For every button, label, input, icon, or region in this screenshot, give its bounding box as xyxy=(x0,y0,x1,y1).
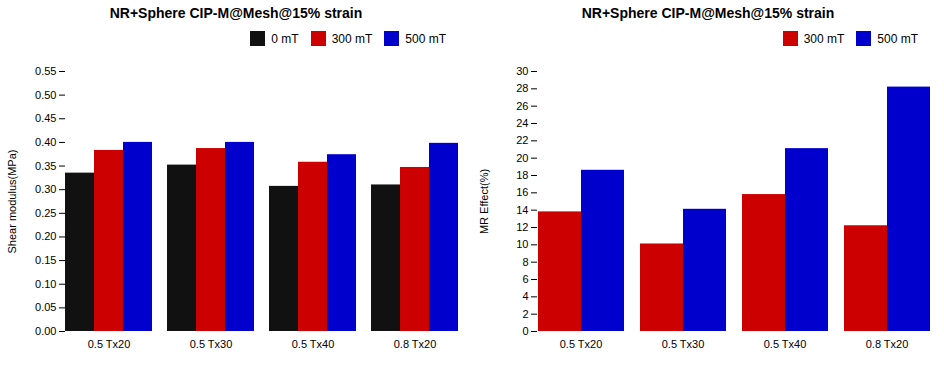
svg-text:10: 10 xyxy=(516,238,528,250)
svg-text:20: 20 xyxy=(516,152,528,164)
svg-text:0.30: 0.30 xyxy=(35,183,56,195)
svg-text:0.5 Tx20: 0.5 Tx20 xyxy=(560,338,603,350)
svg-text:0.8 Tx20: 0.8 Tx20 xyxy=(866,338,909,350)
svg-text:0.10: 0.10 xyxy=(35,278,56,290)
svg-text:0.40: 0.40 xyxy=(35,136,56,148)
svg-text:12: 12 xyxy=(516,221,528,233)
html-text:0 mT: 0 mT xyxy=(271,31,299,46)
svg-text:6: 6 xyxy=(522,273,528,285)
svg-text:0.5 Tx40: 0.5 Tx40 xyxy=(292,338,335,350)
svg-text:0.5 Tx20: 0.5 Tx20 xyxy=(88,338,131,350)
svg-text:0.25: 0.25 xyxy=(35,207,56,219)
svg-text:Shear modulus(MPa): Shear modulus(MPa) xyxy=(6,150,18,254)
html-text:300 mT: 300 mT xyxy=(331,31,373,46)
svg-text:2: 2 xyxy=(522,308,528,320)
svg-text:28: 28 xyxy=(516,82,528,94)
svg-text:0.15: 0.15 xyxy=(35,254,56,266)
svg-text:8: 8 xyxy=(522,256,528,268)
svg-text:22: 22 xyxy=(516,134,528,146)
svg-text:0: 0 xyxy=(522,325,528,337)
svg-text:0.5 Tx30: 0.5 Tx30 xyxy=(662,338,705,350)
svg-text:18: 18 xyxy=(516,169,528,181)
svg-text:0.5 Tx30: 0.5 Tx30 xyxy=(190,338,233,350)
svg-text:24: 24 xyxy=(516,117,528,129)
html-text:500 mT: 500 mT xyxy=(877,31,918,46)
svg-text:0.45: 0.45 xyxy=(35,112,56,124)
svg-text:0.8 Tx20: 0.8 Tx20 xyxy=(394,338,437,350)
svg-text:0.5 Tx40: 0.5 Tx40 xyxy=(764,338,807,350)
svg-text:MR Effect(%): MR Effect(%) xyxy=(478,169,490,234)
html-text:NR+Sphere CIP-M@Mesh@15% strai: NR+Sphere CIP-M@Mesh@15% strain xyxy=(581,5,835,21)
html-text:NR+Sphere CIP-M@Mesh@15% strai: NR+Sphere CIP-M@Mesh@15% strain xyxy=(109,5,363,21)
svg-text:4: 4 xyxy=(522,290,528,302)
svg-text:14: 14 xyxy=(516,204,528,216)
svg-text:0.00: 0.00 xyxy=(35,325,56,337)
svg-text:0.20: 0.20 xyxy=(35,230,56,242)
html-text:300 mT: 300 mT xyxy=(803,31,845,46)
svg-text:26: 26 xyxy=(516,100,528,112)
svg-text:0.50: 0.50 xyxy=(35,89,56,101)
svg-text:0.35: 0.35 xyxy=(35,160,56,172)
svg-text:0.55: 0.55 xyxy=(35,65,56,77)
svg-text:16: 16 xyxy=(516,186,528,198)
html-text:500 mT: 500 mT xyxy=(405,31,446,46)
svg-text:0.05: 0.05 xyxy=(35,301,56,313)
svg-text:30: 30 xyxy=(516,65,528,77)
